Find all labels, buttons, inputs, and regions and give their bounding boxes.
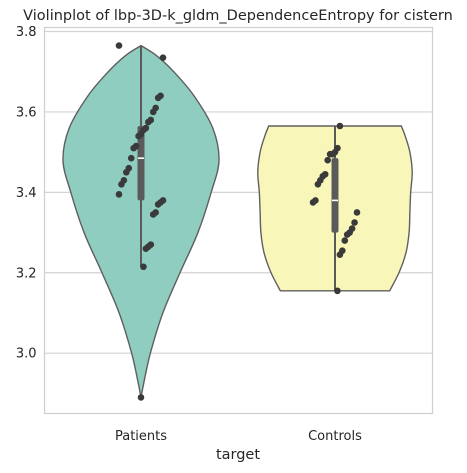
y-tick-label: 3.2 bbox=[16, 266, 37, 281]
data-point bbox=[127, 154, 135, 162]
data-point bbox=[115, 42, 123, 49]
data-point bbox=[140, 263, 147, 271]
box-iqr bbox=[331, 158, 339, 233]
data-point bbox=[336, 122, 344, 130]
x-tick-label: Patients bbox=[115, 429, 167, 444]
box-iqr bbox=[137, 126, 145, 201]
data-point bbox=[135, 132, 142, 140]
y-tick-label: 3.6 bbox=[16, 105, 37, 120]
x-tick-labels: Patients Controls bbox=[115, 429, 362, 444]
y-tick-label: 3.8 bbox=[16, 25, 37, 40]
data-points bbox=[115, 42, 361, 401]
x-tick-label: Controls bbox=[308, 429, 362, 444]
data-point bbox=[351, 219, 358, 226]
data-point bbox=[314, 181, 322, 188]
data-point bbox=[149, 211, 157, 218]
data-point bbox=[343, 231, 351, 238]
data-point bbox=[336, 251, 344, 258]
x-axis-label: target bbox=[216, 447, 260, 463]
data-point bbox=[137, 394, 145, 401]
plot-frame bbox=[43, 26, 434, 415]
data-point bbox=[326, 150, 334, 158]
data-point bbox=[118, 181, 125, 188]
data-point bbox=[334, 287, 341, 295]
y-tick-label: 3.0 bbox=[16, 347, 37, 362]
data-point bbox=[341, 237, 349, 244]
data-point bbox=[115, 191, 123, 198]
y-tick-label: 3.4 bbox=[16, 186, 37, 201]
data-point bbox=[309, 199, 317, 206]
data-point bbox=[145, 118, 152, 126]
data-point bbox=[324, 156, 331, 164]
inner-boxplots bbox=[137, 45, 339, 291]
data-point bbox=[159, 54, 167, 61]
data-point bbox=[154, 201, 162, 208]
data-point bbox=[154, 94, 162, 102]
data-point bbox=[130, 144, 137, 152]
data-point bbox=[123, 168, 130, 176]
y-tick-labels: 3.0 3.2 3.4 3.6 3.8 bbox=[16, 25, 37, 362]
data-point bbox=[142, 245, 150, 252]
chart-title: Violinplot of lbp-3D-k_gldm_DependenceEn… bbox=[23, 8, 453, 24]
data-point bbox=[149, 108, 157, 116]
data-point bbox=[353, 209, 361, 216]
